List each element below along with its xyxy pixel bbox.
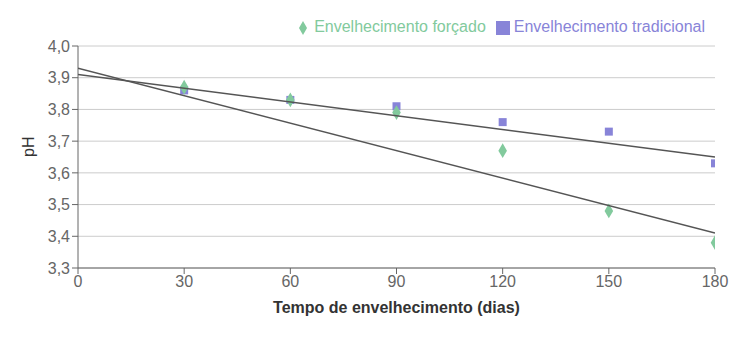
svg-text:120: 120 [489,273,516,290]
svg-text:3,4: 3,4 [48,228,70,245]
svg-text:3,7: 3,7 [48,133,70,150]
svg-text:0: 0 [74,273,83,290]
svg-text:3,3: 3,3 [48,260,70,277]
svg-text:3,6: 3,6 [48,165,70,182]
svg-text:60: 60 [281,273,299,290]
svg-text:3,8: 3,8 [48,101,70,118]
svg-text:30: 30 [175,273,193,290]
svg-text:pH: pH [20,137,37,157]
svg-text:180: 180 [702,273,729,290]
html-text:Envelhecimento forçado: Envelhecimento forçado [314,18,486,35]
svg-text:4,0: 4,0 [48,38,70,55]
svg-text:3,9: 3,9 [48,69,70,86]
svg-text:3,5: 3,5 [48,196,70,213]
svg-text:Tempo de envelhecimento (dias): Tempo de envelhecimento (dias) [273,299,520,316]
svg-text:150: 150 [595,273,622,290]
html-text:Envelhecimento tradicional: Envelhecimento tradicional [513,18,705,35]
svg-text:90: 90 [388,273,406,290]
